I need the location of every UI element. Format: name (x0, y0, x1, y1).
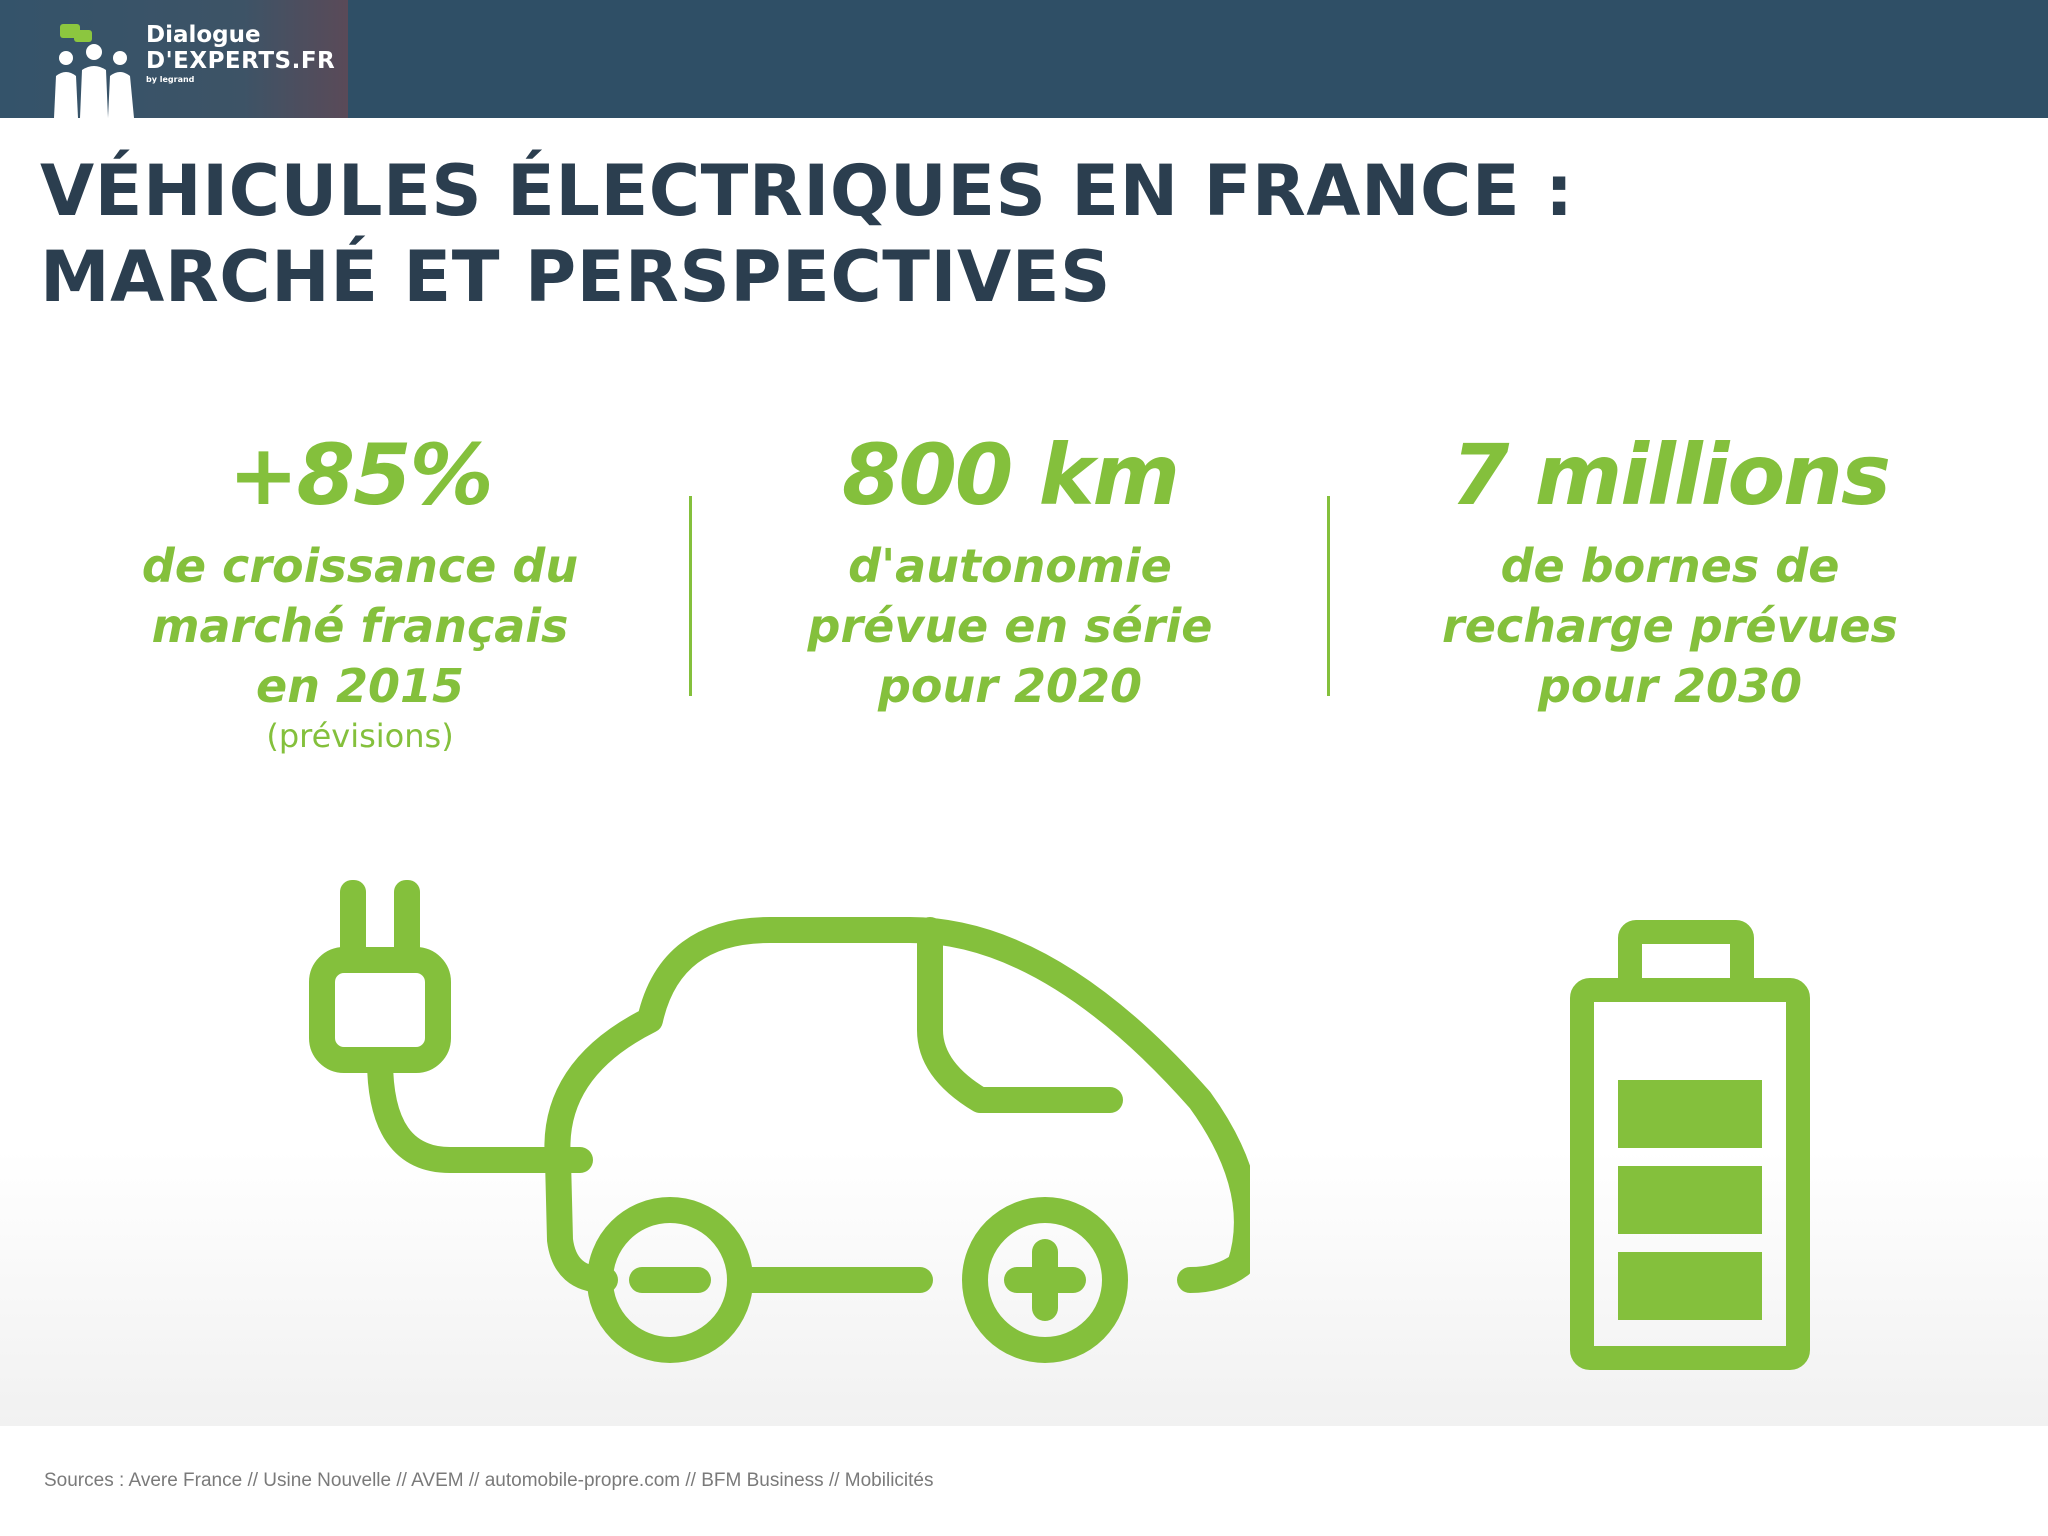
header-bar: Dialogue D'EXPERTS.FR by legrand (0, 0, 2048, 118)
stat-market-growth: +85% de croissance du marché français en… (90, 420, 630, 756)
stat-desc-line: en 2015 (256, 659, 464, 713)
brand-line2: D'EXPERTS.FR (146, 48, 336, 74)
stat-charging-stations: 7 millions de bornes de recharge prévues… (1390, 420, 1950, 716)
stat-description: d'autonomie prévue en série pour 2020 (740, 536, 1280, 716)
stat-autonomy: 800 km d'autonomie prévue en série pour … (740, 420, 1280, 716)
brand-line3: by legrand (146, 75, 195, 84)
stat-value: +85% (228, 426, 493, 524)
battery-icon (1570, 920, 1810, 1370)
divider (1327, 496, 1330, 696)
electric-car-icon (309, 880, 1250, 1363)
stat-desc-line: pour 2030 (1537, 659, 1802, 713)
stat-desc-line: marché français (151, 599, 569, 653)
stat-desc-line: de croissance du (141, 539, 579, 593)
stat-value: 800 km (842, 426, 1180, 524)
stat-value: 7 millions (1451, 426, 1891, 524)
experts-figures-icon (54, 24, 134, 118)
stat-desc-line: recharge prévues (1442, 599, 1898, 653)
plug-icon (309, 880, 451, 1073)
stat-desc-line: d'autonomie (848, 539, 1172, 593)
stat-description: de croissance du marché français en 2015 (90, 536, 630, 716)
brand-logo[interactable]: Dialogue D'EXPERTS.FR by legrand (0, 0, 348, 118)
stat-desc-line: de bornes de (1500, 539, 1840, 593)
sources-footnote: Sources : Avere France // Usine Nouvelle… (44, 1470, 934, 1491)
stat-desc-line: pour 2020 (877, 659, 1142, 713)
stat-desc-line: prévue en série (807, 599, 1213, 653)
stat-description: de bornes de recharge prévues pour 2030 (1390, 536, 1950, 716)
title-line1: VÉHICULES ÉLECTRIQUES EN FRANCE : (40, 150, 1574, 232)
title-line2: MARCHÉ ET PERSPECTIVES (40, 236, 1111, 318)
brand-name: Dialogue D'EXPERTS.FR by legrand (146, 22, 335, 86)
page-title: VÉHICULES ÉLECTRIQUES EN FRANCE : MARCHÉ… (40, 148, 1940, 320)
brand-line1: Dialogue (146, 22, 261, 48)
stat-note: (prévisions) (266, 717, 454, 755)
divider (689, 496, 692, 696)
